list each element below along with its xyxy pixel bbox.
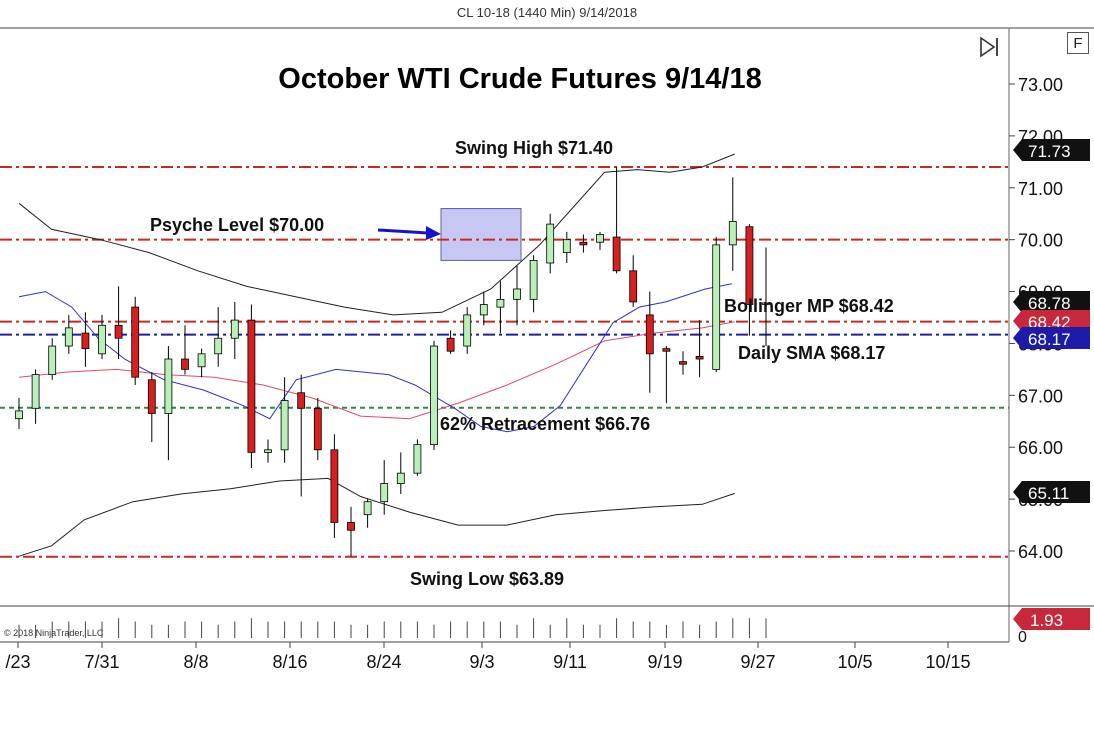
candle-body xyxy=(380,483,389,503)
candle-body xyxy=(230,319,239,339)
price-tag-label: 68.17 xyxy=(1028,330,1071,349)
y-tick-label: 64.00 xyxy=(1018,542,1063,562)
f-button[interactable]: F xyxy=(1067,32,1089,54)
candle-body xyxy=(529,260,538,300)
x-tick-label: /23 xyxy=(5,652,30,672)
candle-body xyxy=(81,332,90,350)
price-tag xyxy=(1013,291,1090,313)
candle-body xyxy=(330,449,339,523)
x-tick-label: 10/5 xyxy=(837,652,872,672)
y-tick-label: 70.00 xyxy=(1018,231,1063,251)
x-tick-label: 9/19 xyxy=(647,652,682,672)
candle-body xyxy=(612,236,621,272)
window-title: CL 10-18 (1440 Min) 9/14/2018 xyxy=(456,5,638,20)
x-tick-label: 8/8 xyxy=(183,652,208,672)
candle-body xyxy=(430,345,438,446)
candle-body xyxy=(247,319,256,453)
annotation-bollinger-mp: Bollinger MP $68.42 xyxy=(724,296,894,316)
candle-body xyxy=(114,324,123,339)
candle-body xyxy=(679,361,687,365)
candle-body xyxy=(164,358,173,414)
x-tick-label: 7/31 xyxy=(84,652,119,672)
candle-body xyxy=(280,400,289,451)
candle-body xyxy=(695,356,704,360)
candle-body xyxy=(513,288,521,300)
chart-title: October WTI Crude Futures 9/14/18 xyxy=(278,63,761,95)
highlight-box xyxy=(440,208,522,261)
play-to-end-icon[interactable] xyxy=(978,36,1002,58)
lower-bollinger-band xyxy=(18,477,735,557)
candle-body xyxy=(546,223,555,264)
volume-zero-tick: 0 xyxy=(1018,629,1027,646)
candle-body xyxy=(181,358,189,370)
candle-body xyxy=(463,314,472,347)
x-tick-label: 9/3 xyxy=(469,652,494,672)
candle-body xyxy=(496,298,505,308)
candle-body xyxy=(31,374,40,409)
price-tag xyxy=(1013,327,1090,349)
candle-body xyxy=(596,234,604,243)
candle-body xyxy=(147,379,156,414)
annotation-swing-high: Swing High $71.40 xyxy=(455,138,613,158)
candle-body xyxy=(197,353,206,368)
candle-body xyxy=(48,345,57,375)
candle-body xyxy=(264,449,272,453)
annotation-swing-low: Swing Low $63.89 xyxy=(410,569,564,589)
candle-body xyxy=(15,410,23,420)
y-tick-label: 71.00 xyxy=(1018,179,1063,199)
price-tag xyxy=(1013,310,1090,332)
annotation-psyche-level: Psyche Level $70.00 xyxy=(150,215,324,235)
candle-body xyxy=(413,444,422,474)
price-tag-label: 65.11 xyxy=(1028,484,1069,503)
arrow-icon xyxy=(377,226,441,240)
candle-body xyxy=(762,302,770,305)
candle-body xyxy=(214,337,223,355)
candle-body xyxy=(446,337,455,352)
candle-body xyxy=(728,221,737,246)
price-tag xyxy=(1013,139,1090,161)
candle-body xyxy=(662,348,671,352)
candle-body xyxy=(98,324,106,355)
bollinger-midpoint xyxy=(18,321,735,420)
x-tick-label: 10/15 xyxy=(925,652,970,672)
candle-body xyxy=(745,226,754,305)
candle-body xyxy=(313,407,322,451)
candle-body xyxy=(396,472,405,484)
candle-body xyxy=(645,314,654,355)
candle-body xyxy=(629,270,638,303)
annotation-daily-sma: Daily SMA $68.17 xyxy=(738,343,885,363)
x-tick-label: 8/16 xyxy=(272,652,307,672)
candle-body xyxy=(479,304,488,316)
copyright-notice: © 2018 NinjaTrader, LLC xyxy=(4,628,104,638)
candle-body xyxy=(297,392,306,409)
candle-body xyxy=(363,501,372,516)
price-tag xyxy=(1013,481,1090,503)
y-tick-label: 66.00 xyxy=(1018,438,1063,458)
annotation-retracement: 62% Retracement $66.76 xyxy=(440,414,650,434)
x-tick-label: 9/11 xyxy=(553,652,587,672)
y-tick-label: 67.00 xyxy=(1018,386,1063,406)
candle-body xyxy=(712,244,721,370)
price-tag-label: 68.78 xyxy=(1028,294,1071,313)
volume-tag-label: 1.93 xyxy=(1030,611,1063,630)
volume-tag xyxy=(1013,608,1090,630)
x-tick-label: 8/24 xyxy=(366,652,401,672)
candle-body xyxy=(131,306,140,378)
y-tick-label: 73.00 xyxy=(1018,75,1063,95)
price-tag-label: 71.73 xyxy=(1028,142,1071,161)
upper-bollinger-band xyxy=(18,153,735,316)
candle-body xyxy=(562,239,571,254)
candle-body xyxy=(579,241,588,246)
candle-body xyxy=(64,327,73,347)
candle-body xyxy=(347,522,355,531)
x-tick-label: 9/27 xyxy=(740,652,775,672)
daily-sma-line xyxy=(18,283,732,433)
